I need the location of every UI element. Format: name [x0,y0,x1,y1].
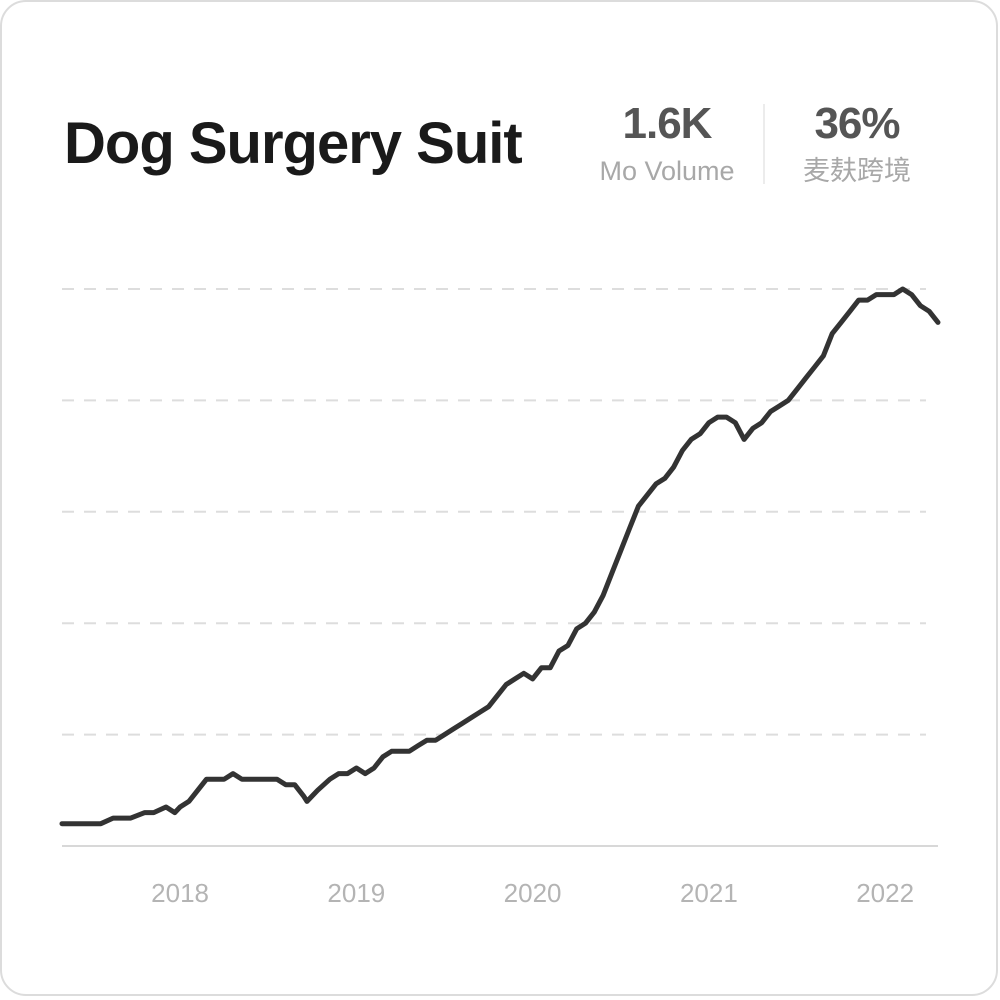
x-tick-label-2020: 2020 [504,878,562,908]
monthly-volume-value: 1.6K [622,99,713,148]
series-line-1 [59,286,941,827]
monthly-volume-stat: 1.6K Mo Volume [592,98,742,190]
growth-stat: 36% 麦麸跨境 [782,98,932,190]
x-tick-label-2018: 2018 [151,878,209,908]
growth-value: 36% [814,99,900,148]
x-tick-labels: 2018 2019 2020 2021 2022 [151,878,914,908]
chart-title: Dog Surgery Suit [64,111,523,176]
x-tick-label-2021: 2021 [680,878,738,908]
stat-divider [763,104,765,184]
gridlines [62,288,926,736]
growth-label: 麦麸跨境 [803,156,911,186]
x-tick-label-2019: 2019 [327,878,385,908]
x-tick-label-2022: 2022 [856,878,914,908]
series-layer [59,286,941,827]
monthly-volume-label: Mo Volume [599,156,735,186]
